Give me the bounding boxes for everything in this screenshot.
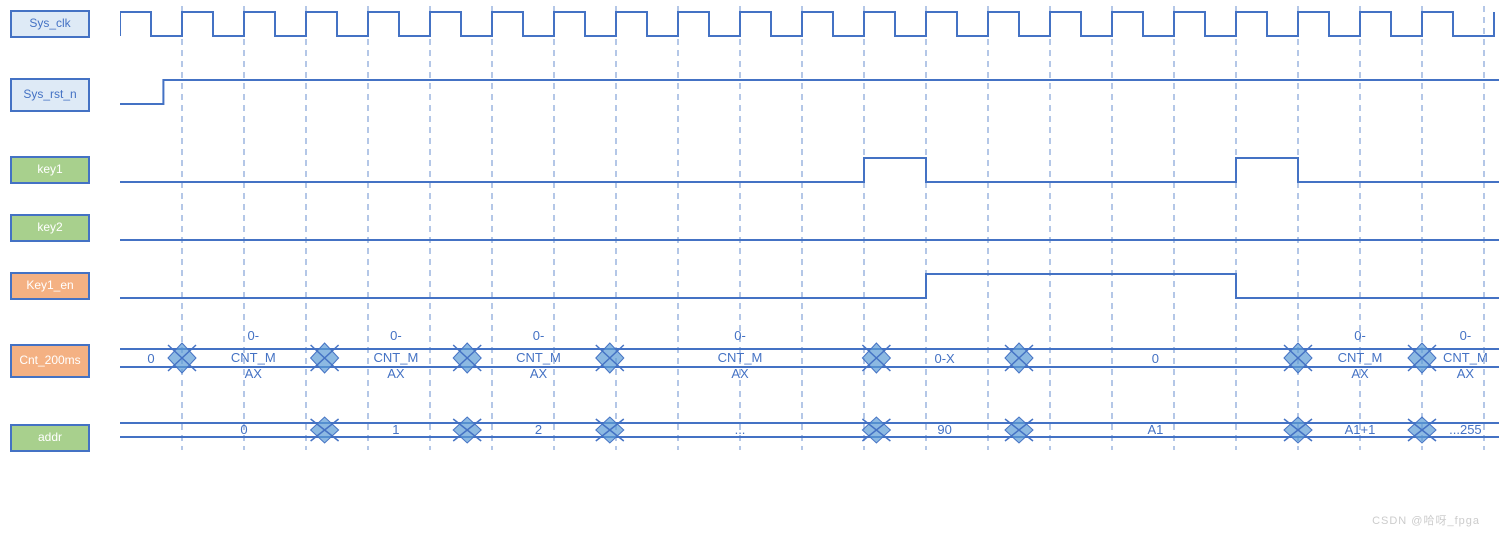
signal-label-addr: addr [10,424,90,452]
cnt-mid-b-7: AX [1320,366,1400,381]
cnt-mid-b-3: AX [499,366,579,381]
addr-val-2: 2 [499,422,579,437]
cnt-mid-6: 0 [1115,351,1195,366]
cnt-mid-5: 0-X [905,351,985,366]
addr-val-7: ...255 [1425,422,1500,437]
waveform-canvas [120,0,1500,533]
cnt-mid-a-8: CNT_M [1425,350,1500,365]
cnt-top-1: 0- [213,328,293,343]
signal-label-sysrstn: Sys_rst_n [10,78,90,112]
cnt-mid-a-2: CNT_M [356,350,436,365]
addr-val-0: 0 [204,422,284,437]
signal-label-key1en: Key1_en [10,272,90,300]
signal-label-key2: key2 [10,214,90,242]
cnt-top-7: 0- [1320,328,1400,343]
cnt-mid-b-1: AX [213,366,293,381]
cnt-mid-b-4: AX [700,366,780,381]
signal-label-sysclk: Sys_clk [10,10,90,38]
signal-label-cnt200ms: Cnt_200ms [10,344,90,378]
cnt-top-4: 0- [700,328,780,343]
cnt-top-3: 0- [499,328,579,343]
cnt-mid-a-3: CNT_M [499,350,579,365]
cnt-mid-a-7: CNT_M [1320,350,1400,365]
watermark: CSDN @哈呀_fpga [1372,512,1480,528]
addr-val-5: A1 [1115,422,1195,437]
addr-val-1: 1 [356,422,436,437]
cnt-top-8: 0- [1425,328,1500,343]
addr-val-3: ... [700,422,780,437]
cnt-mid-0: 0 [111,351,191,366]
cnt-mid-b-8: AX [1425,366,1500,381]
signal-label-key1: key1 [10,156,90,184]
timing-diagram: Sys_clk Sys_rst_n key1 key2 Key1_en Cnt_200ms… [0,0,1500,533]
addr-val-4: 90 [905,422,985,437]
cnt-top-2: 0- [356,328,436,343]
cnt-mid-a-4: CNT_M [700,350,780,365]
addr-val-6: A1+1 [1320,422,1400,437]
cnt-mid-b-2: AX [356,366,436,381]
cnt-mid-a-1: CNT_M [213,350,293,365]
